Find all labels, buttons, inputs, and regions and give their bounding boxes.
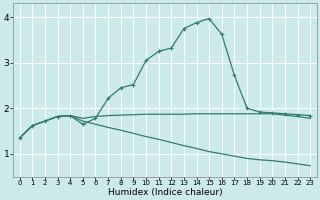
X-axis label: Humidex (Indice chaleur): Humidex (Indice chaleur) — [108, 188, 222, 197]
